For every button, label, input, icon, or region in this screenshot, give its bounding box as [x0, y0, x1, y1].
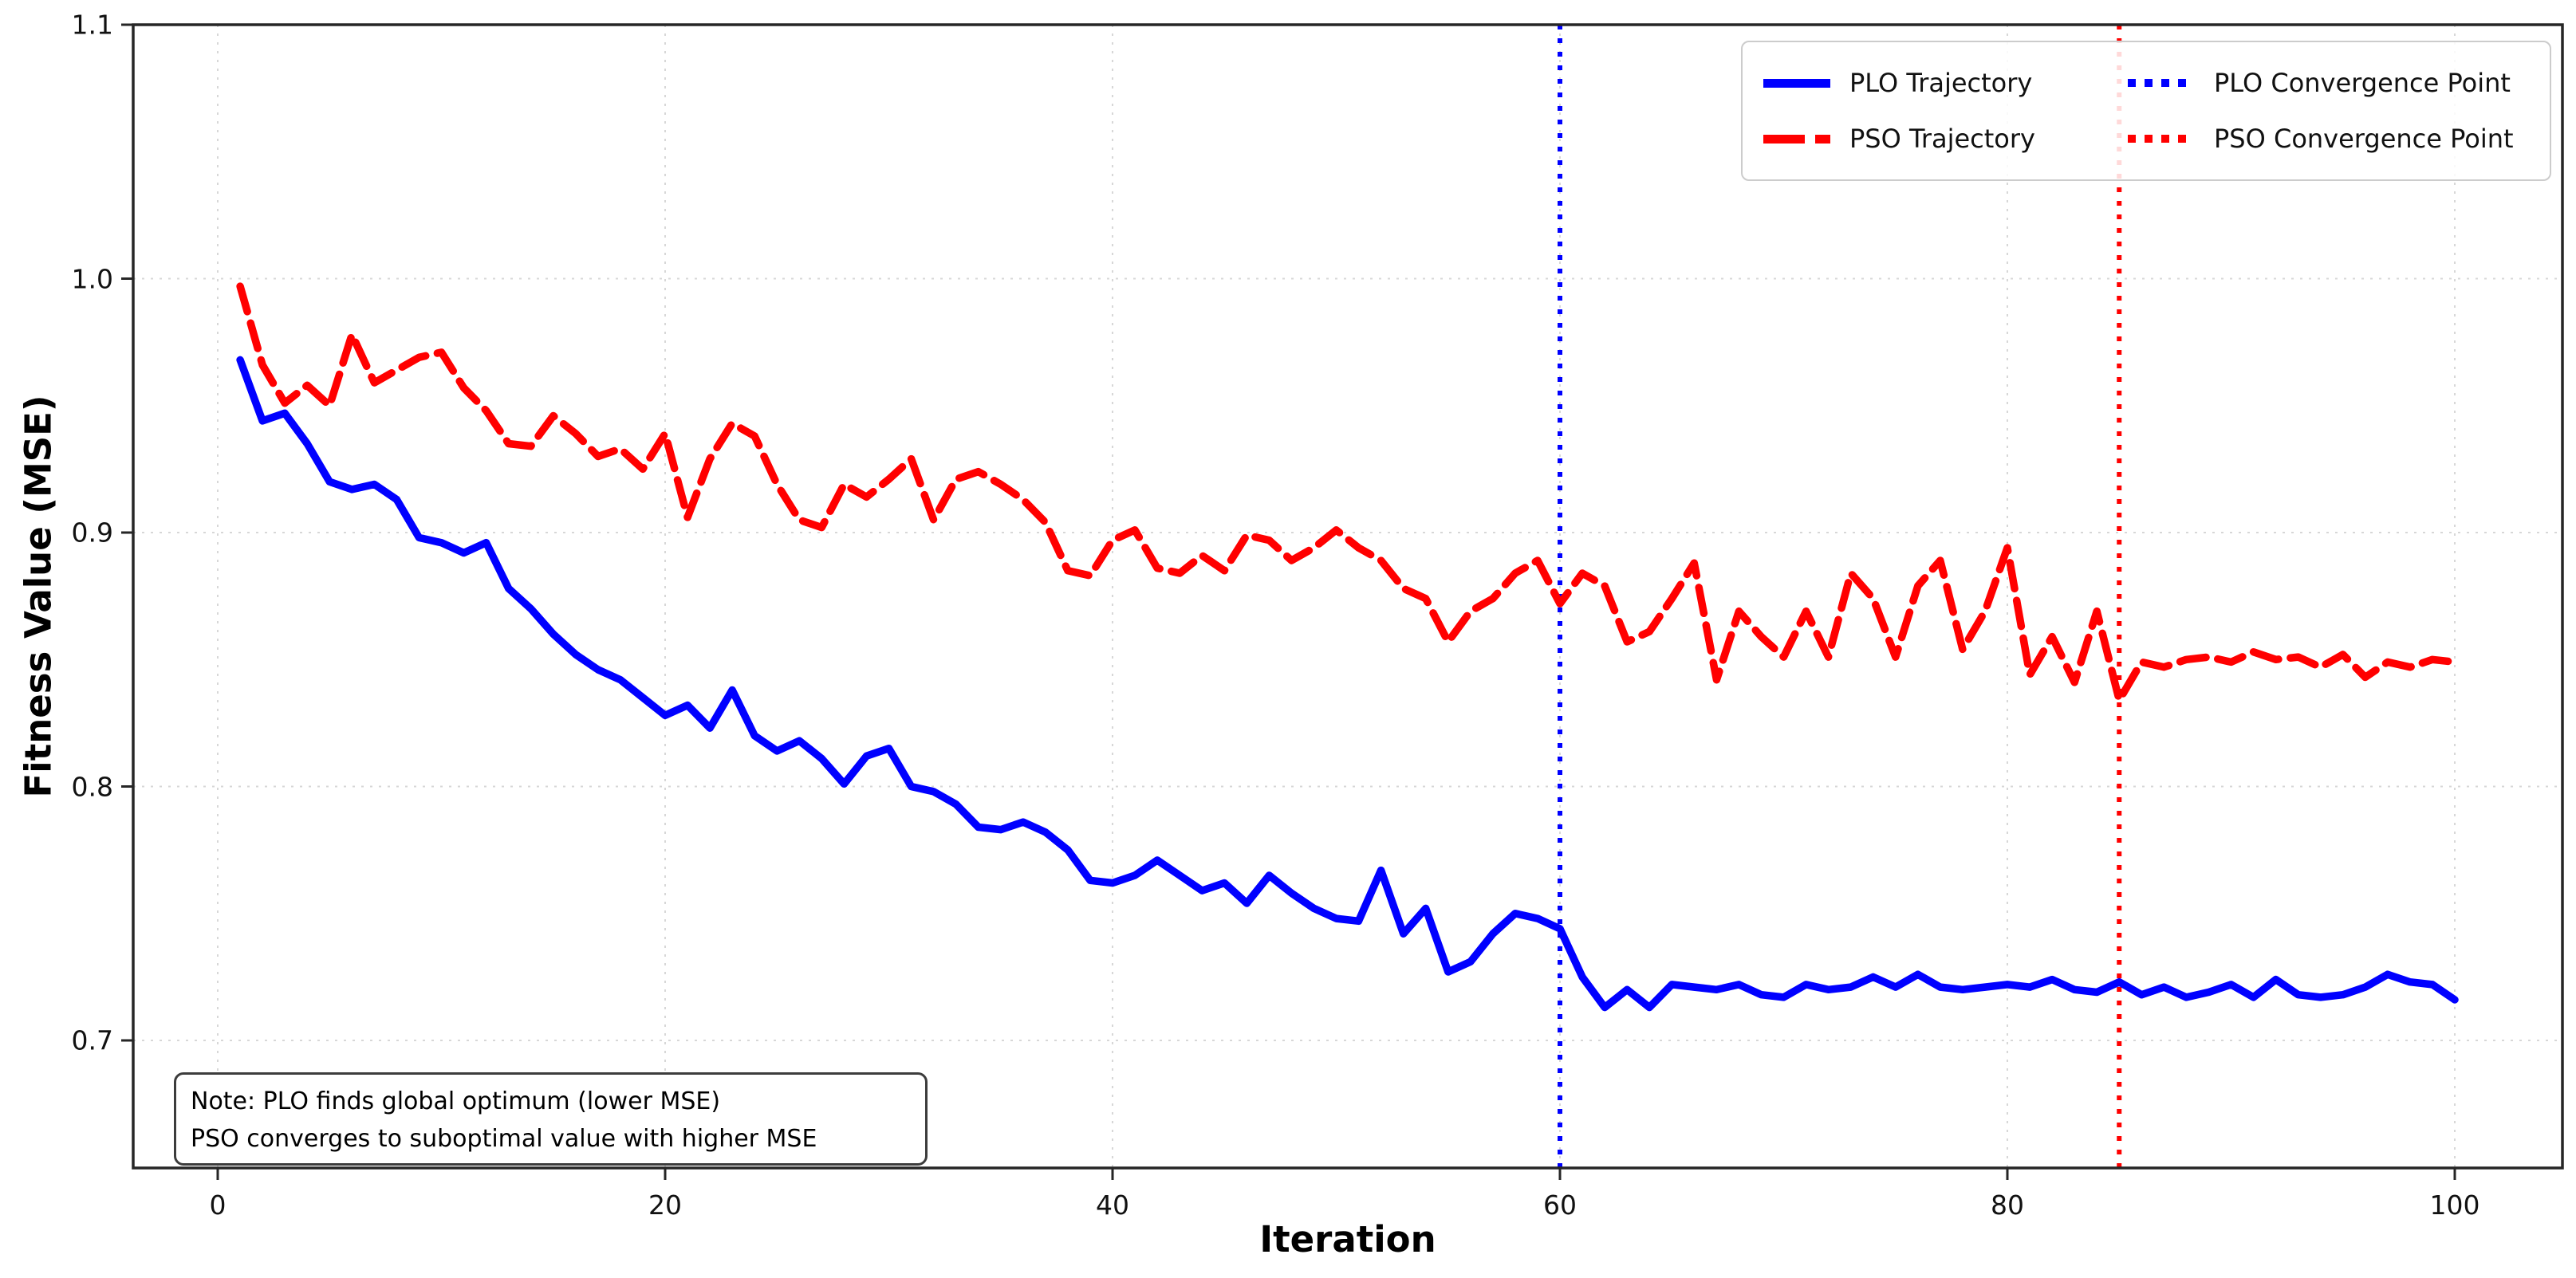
legend: PLO Trajectory PSO Trajectory PLO Conver…: [1741, 41, 2551, 181]
x-tick-label: 80: [1991, 1190, 2024, 1221]
y-tick-label: 0.8: [71, 771, 113, 802]
legend-entry-plo-convergence: PLO Convergence Point: [2128, 55, 2534, 111]
plo-solid-line-icon: [1763, 78, 1830, 88]
y-tick-label: 1.1: [71, 9, 113, 41]
y-tick-label: 1.0: [71, 263, 113, 294]
plot-border: [132, 23, 2564, 1170]
pso-dotted-line-icon: [2128, 135, 2195, 143]
annotation-box: Note: PLO finds global optimum (lower MS…: [174, 1072, 928, 1166]
legend-entry-pso-convergence: PSO Convergence Point: [2128, 111, 2534, 167]
x-tick-label: 60: [1543, 1190, 1577, 1221]
legend-entry-pso-trajectory: PSO Trajectory: [1763, 111, 2091, 167]
legend-label: PLO Trajectory: [1849, 68, 2033, 98]
y-tick-label: 0.9: [71, 517, 113, 549]
legend-label: PSO Trajectory: [1849, 124, 2035, 154]
legend-label: PLO Convergence Point: [2214, 68, 2511, 98]
annotation-line-2: PSO converges to suboptimal value with h…: [191, 1125, 817, 1153]
pso-trajectory-line: [236, 282, 2459, 704]
x-tick-label: 100: [2429, 1190, 2480, 1221]
x-tick-label: 0: [209, 1190, 226, 1221]
x-axis-title: Iteration: [1259, 1218, 1436, 1260]
legend-entry-plo-trajectory: PLO Trajectory: [1763, 55, 2091, 111]
x-tick-label: 40: [1096, 1190, 1129, 1221]
y-tick-label: 0.7: [71, 1024, 113, 1056]
plo-trajectory-line: [236, 356, 2459, 1012]
x-tick-label: 20: [648, 1190, 682, 1221]
y-axis-title: Fitness Value (MSE): [17, 395, 60, 798]
annotation-line-1: Note: PLO finds global optimum (lower MS…: [191, 1087, 721, 1115]
plo-dotted-line-icon: [2128, 79, 2195, 87]
legend-label: PSO Convergence Point: [2214, 124, 2514, 154]
pso-dashed-line-icon: [1763, 134, 1830, 144]
